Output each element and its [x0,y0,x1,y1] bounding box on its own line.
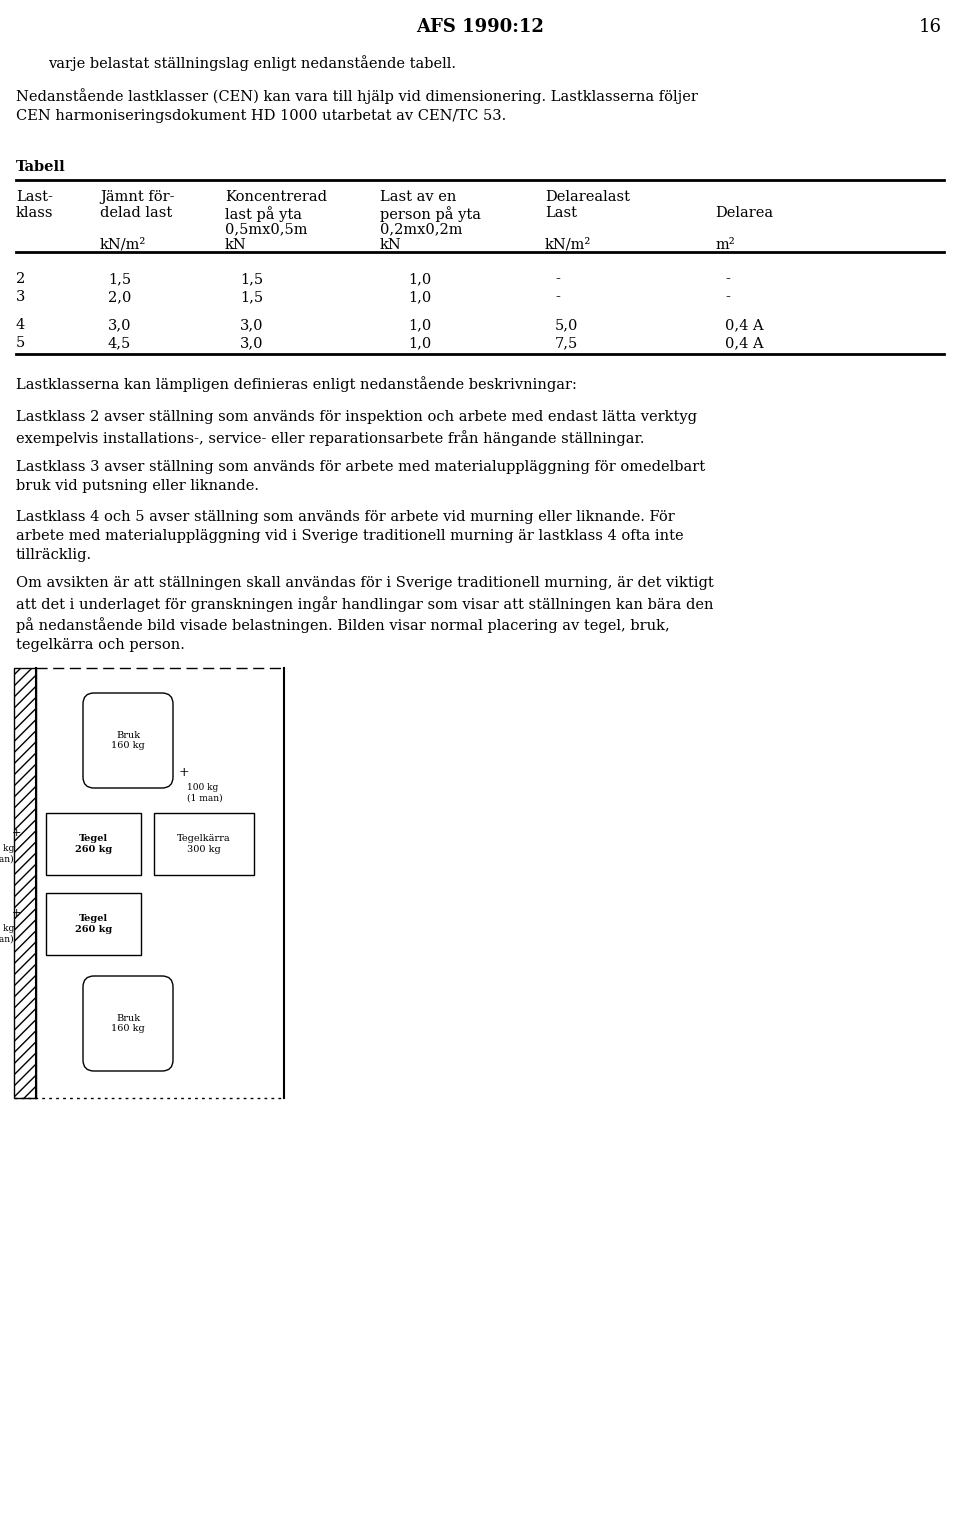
Text: 5,0: 5,0 [555,319,578,332]
Text: 4: 4 [16,319,25,332]
Bar [46,893,141,956]
Text: Lastklass 3 avser ställning som används för arbete med materialuppläggning för o: Lastklass 3 avser ställning som används … [16,460,706,492]
Text: 100 kg
(1 man): 100 kg (1 man) [0,923,14,943]
Text: 5: 5 [16,336,25,349]
Text: -: - [725,272,730,286]
Text: 3: 3 [16,289,25,305]
Text: 1,5: 1,5 [240,272,263,286]
Text: Tegel
260 kg: Tegel 260 kg [75,914,112,934]
Text: -: - [555,289,560,305]
Text: 1,0: 1,0 [408,272,431,286]
Text: Delarea: Delarea [715,206,773,220]
Text: Last av en: Last av en [380,189,456,205]
Text: kN: kN [380,239,401,252]
Text: Lastklass 4 och 5 avser ställning som används för arbete vid murning eller likna: Lastklass 4 och 5 avser ställning som an… [16,509,684,562]
Text: 16: 16 [919,18,942,35]
Text: 4,5: 4,5 [108,336,132,349]
Text: 1,0: 1,0 [408,336,431,349]
Text: Bruk
160 kg: Bruk 160 kg [111,731,145,749]
FancyBboxPatch shape [83,976,173,1071]
Bar [46,813,141,876]
Text: 3,0: 3,0 [108,319,132,332]
Text: 3,0: 3,0 [240,319,263,332]
Text: Tegel
260 kg: Tegel 260 kg [75,834,112,854]
Text: Bruk
160 kg: Bruk 160 kg [111,1014,145,1033]
Text: delad last: delad last [100,206,172,220]
Text: AFS 1990:12: AFS 1990:12 [416,18,544,35]
Text: 1,0: 1,0 [408,319,431,332]
Text: 0,4 A: 0,4 A [725,319,763,332]
Text: 1,0: 1,0 [408,289,431,305]
Text: 0,5mx0,5m: 0,5mx0,5m [225,222,307,235]
Text: m²: m² [715,239,734,252]
Text: 100 kg
(1 man): 100 kg (1 man) [187,783,223,802]
Text: kN/m²: kN/m² [100,239,146,252]
Text: varje belastat ställningslag enligt nedanstående tabell.: varje belastat ställningslag enligt neda… [48,55,456,71]
Text: Jämnt för-: Jämnt för- [100,189,175,205]
Text: 2,0: 2,0 [108,289,132,305]
Text: last på yta: last på yta [225,206,302,222]
Text: Koncentrerad: Koncentrerad [225,189,327,205]
Text: Nedanstående lastklasser (CEN) kan vara till hjälp vid dimensionering. Lastklass: Nedanstående lastklasser (CEN) kan vara … [16,88,698,123]
Text: 1,5: 1,5 [108,272,132,286]
Text: +: + [179,766,189,779]
Text: 0,4 A: 0,4 A [725,336,763,349]
Text: Last: Last [545,206,577,220]
Text: kN/m²: kN/m² [545,239,591,252]
Text: 1,5: 1,5 [240,289,263,305]
Text: klass: klass [16,206,54,220]
Text: Lastklasserna kan lämpligen definieras enligt nedanstående beskrivningar:: Lastklasserna kan lämpligen definieras e… [16,376,577,392]
Text: 2: 2 [16,272,25,286]
Text: Om avsikten är att ställningen skall användas för i Sverige traditionell murning: Om avsikten är att ställningen skall anv… [16,576,713,653]
Text: 7,5: 7,5 [555,336,578,349]
Text: Lastklass 2 avser ställning som används för inspektion och arbete med endast lät: Lastklass 2 avser ställning som används … [16,409,697,446]
Text: kN: kN [225,239,247,252]
Text: +: + [12,828,21,839]
Text: +: + [12,908,21,917]
Text: -: - [555,272,560,286]
Text: 0,2mx0,2m: 0,2mx0,2m [380,222,463,235]
Bar [14,668,36,1097]
Bar [154,813,254,876]
Text: -: - [725,289,730,305]
FancyBboxPatch shape [83,693,173,788]
Text: 100 kg
(1 man): 100 kg (1 man) [0,843,14,863]
Text: Delarealast: Delarealast [545,189,630,205]
Text: Last-: Last- [16,189,53,205]
Text: Tabell: Tabell [16,160,65,174]
Text: Tegelkärra
300 kg: Tegelkärra 300 kg [178,834,230,854]
Text: 3,0: 3,0 [240,336,263,349]
Text: person på yta: person på yta [380,206,481,222]
